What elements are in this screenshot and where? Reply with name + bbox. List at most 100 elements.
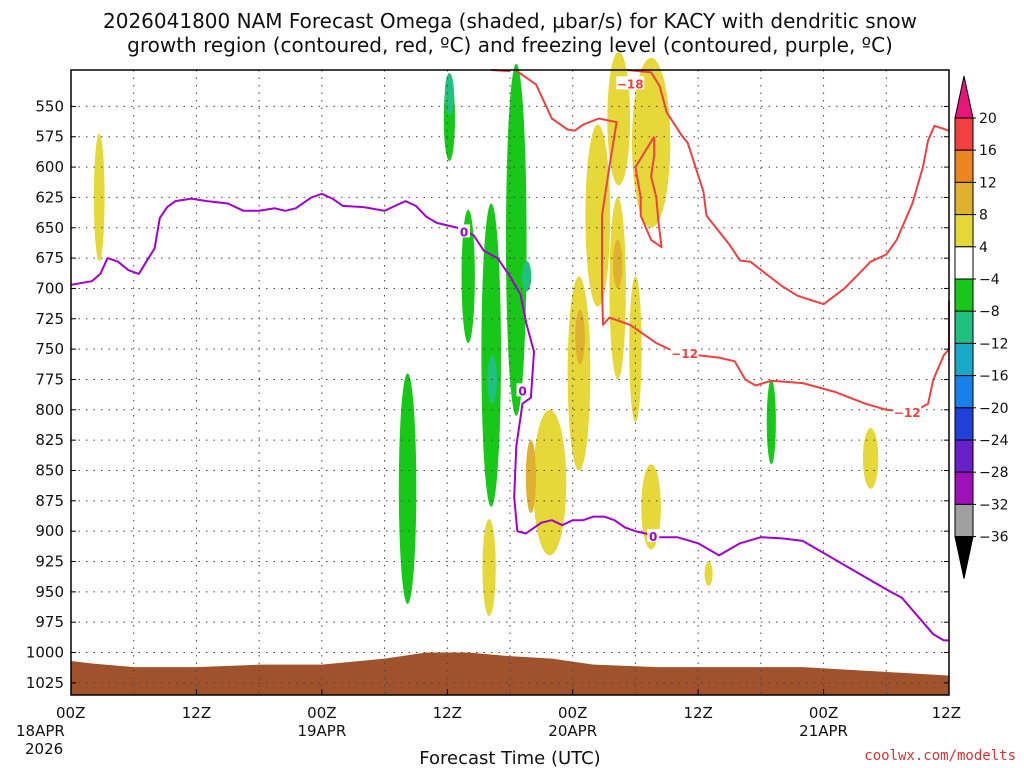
omega-region-14 [585,124,611,307]
y-tick-label: 550 [35,97,64,115]
omega-region-0 [93,133,105,262]
colorbar: 20 16 12 8 4 −4 −8 −12 −16 −20 −24 −28 −32 −36 [954,75,1009,579]
chart-title-line-2: growth region (contoured, red, ºC) and f… [127,33,893,57]
omega-region-7 [505,63,527,416]
y-tick-label: 975 [35,613,64,631]
colorbar-label: 20 [979,111,997,127]
x-tick-label: 00Z [558,704,587,722]
x-tick-label: 00Z [809,704,838,722]
omega-region-10 [533,409,567,556]
contour-label-layer: −18 −12 −12 0 0 0 [458,76,922,544]
omega-region-11 [525,440,536,513]
colorbar-box-1 [954,149,974,183]
x-tick-label: 12Z [683,704,712,722]
freezing-label-0-bg [458,224,471,238]
colorbar-label: −28 [979,465,1009,481]
x-tick-label: 12Z [433,704,462,722]
freezing-label-1: 0 [518,384,526,398]
colorbar-label: −8 [979,304,1000,320]
colorbar-box-11 [954,471,974,505]
terrain-area [71,652,949,695]
colorbar-label: −12 [979,336,1009,352]
y-tick-label: 925 [35,553,64,571]
y-tick-label: 1000 [26,644,64,662]
y-tick-label: 875 [35,492,64,510]
x-tick-year: 2026 [25,740,63,758]
omega-region-8 [522,261,532,292]
colorbar-label: −32 [979,497,1009,513]
y-axis-ticks: 550 575 600 625 650 675 700 725 750 775 800 825 850 8… [26,97,949,692]
colorbar-label: −36 [979,530,1009,546]
x-tick-label: 00Z [56,704,85,722]
dendritic-label-2-bg [893,405,922,419]
colorbar-box-3 [954,214,974,248]
y-tick-label: 750 [35,340,64,358]
plot-frame [70,69,950,696]
freezing-label-2-bg [647,529,660,543]
dendritic-label-2: −12 [894,406,921,420]
y-tick-label: 650 [35,219,64,237]
colorbar-box-12 [954,503,974,538]
x-tick-date: 19APR [297,722,346,740]
colorbar-box-8 [954,375,974,409]
colorbar-label: 4 [979,240,988,256]
x-tick-label: 00Z [307,704,336,722]
omega-region-12 [567,276,591,471]
y-tick-label: 700 [35,279,64,297]
colorbar-top-arrow [954,75,974,119]
colorbar-label: 16 [979,143,997,159]
colorbar-box-4 [954,246,974,280]
credit-text[interactable]: coolwx.com/modelts [864,748,1016,764]
colorbar-label: −4 [979,272,1000,288]
omega-region-17 [609,197,626,380]
y-tick-label: 1025 [26,674,64,692]
colorbar-label: −24 [979,433,1009,449]
colorbar-label: −20 [979,401,1009,417]
omega-region-15 [607,51,631,186]
y-tick-label: 775 [35,370,64,388]
dendritic-contour-2 [627,69,950,306]
omega-region-4 [461,209,475,344]
freezing-label-1-bg [516,383,529,397]
dendritic-contour-3 [634,136,663,249]
dendritic-label-1-bg [670,345,699,359]
y-tick-label: 900 [35,522,64,540]
dendritic-label-0: −18 [617,77,644,91]
omega-region-3 [444,73,454,116]
y-tick-label: 725 [35,310,64,328]
x-tick-date: 18APR [16,722,65,740]
omega-shading-layer [93,51,879,617]
x-tick-label: 12Z [182,704,211,722]
terrain-layer [71,652,949,695]
colorbar-label: 8 [979,208,988,224]
y-tick-label: 800 [35,401,64,419]
omega-region-13 [575,309,585,365]
x-axis-label: Forecast Time (UTC) [419,748,600,768]
dendritic-label-1: −12 [671,347,698,361]
colorbar-label: −16 [979,369,1009,385]
y-tick-label: 575 [35,128,64,146]
freezing-label-2: 0 [649,530,657,544]
colorbar-bottom-arrow [954,536,974,579]
omega-region-18 [613,239,623,289]
omega-region-19 [629,276,642,422]
y-tick-label: 600 [35,158,64,176]
omega-region-5 [481,203,501,507]
y-tick-label: 825 [35,431,64,449]
omega-region-23 [862,428,879,489]
colorbar-box-5 [954,278,974,312]
colorbar-box-2 [954,181,974,216]
omega-region-22 [766,379,776,465]
y-tick-label: 625 [35,188,64,206]
colorbar-label: 12 [979,175,997,191]
x-tick-date: 20APR [548,722,597,740]
omega-region-1 [398,373,417,604]
y-tick-label: 850 [35,461,64,479]
colorbar-box-6 [954,310,974,344]
y-tick-label: 950 [35,583,64,601]
dendritic-label-0-bg [616,76,645,90]
freezing-contour-0 [70,192,949,642]
omega-region-21 [704,561,713,586]
